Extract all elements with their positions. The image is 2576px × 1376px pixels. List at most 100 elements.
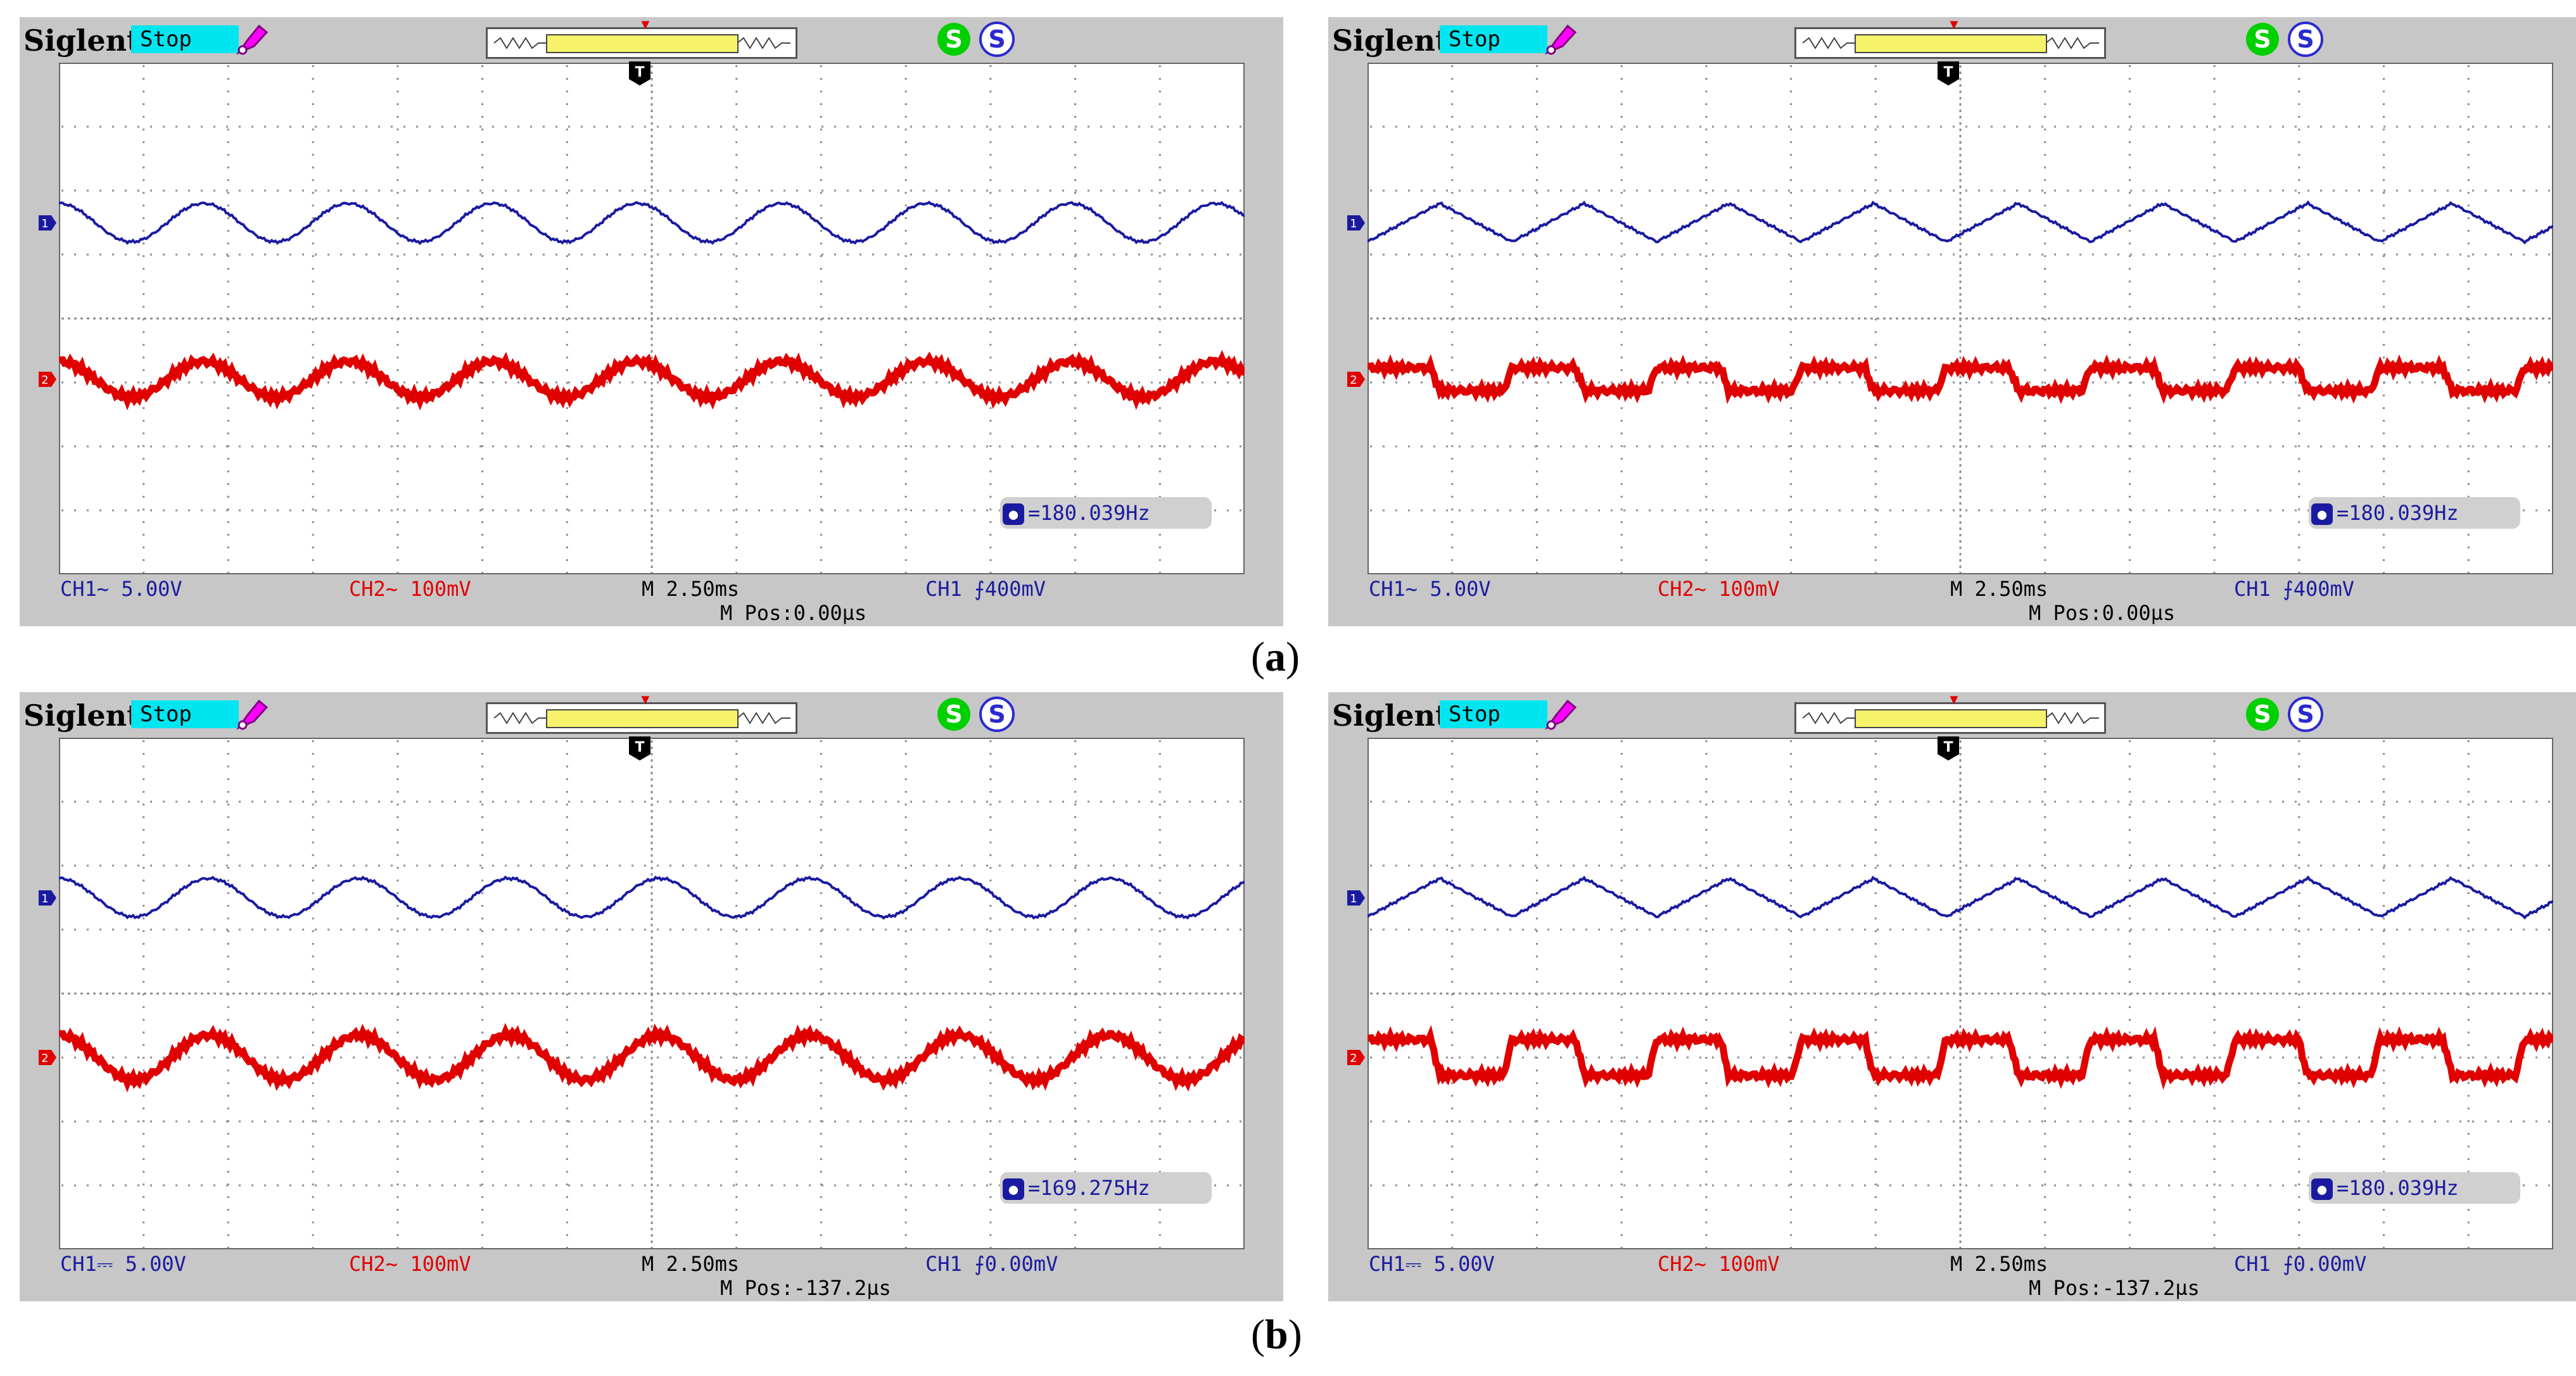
ch1-level-marker-icon: 1 — [39, 215, 56, 230]
svg-text:S: S — [945, 25, 962, 53]
ch1-trace — [59, 201, 1245, 246]
ch1-scale-readout: CH1~ 5.00V — [1369, 577, 1491, 601]
pen-icon — [236, 24, 269, 55]
trigger-time-marker-icon: T — [1938, 736, 1959, 761]
ch1-level-marker-icon: 1 — [1347, 890, 1365, 906]
svg-text:T: T — [1943, 65, 1953, 80]
trigger-time-marker-icon: T — [629, 736, 650, 761]
memory-window — [546, 34, 739, 53]
svg-text:2: 2 — [1350, 374, 1357, 387]
ch1-trace — [59, 875, 1245, 920]
caption-a: (a) — [1251, 634, 1300, 680]
frequency-counter-icon: ● — [1003, 503, 1024, 525]
svg-text:S: S — [988, 25, 1005, 53]
ch2-level-marker-icon: 2 — [1347, 1050, 1365, 1065]
run-state-button[interactable]: Stop — [1440, 700, 1547, 728]
usb-connected-icon: S — [937, 698, 970, 731]
run-state-button[interactable]: Stop — [131, 700, 239, 728]
trigger-position-marker: ▼ — [1947, 691, 1961, 707]
network-icon: S — [2288, 697, 2323, 732]
ch1-scale-readout: CH1⎓ 5.00V — [1369, 1252, 1495, 1276]
ch1-level-marker-icon: 1 — [39, 890, 56, 906]
frequency-readout: ● =180.039Hz — [2309, 497, 2520, 529]
waveform-grid — [59, 63, 1245, 574]
run-state-button[interactable]: Stop — [131, 25, 239, 53]
ch1-trace — [1367, 200, 2553, 245]
ch2-level-marker-icon: 2 — [39, 371, 56, 387]
svg-text:S: S — [2297, 700, 2314, 728]
trigger-time-marker-icon: T — [629, 61, 650, 85]
graticule — [61, 740, 1242, 1249]
svg-text:S: S — [2254, 25, 2271, 53]
graticule — [1370, 740, 2551, 1249]
horizontal-position-readout: M Pos:0.00µs — [720, 601, 867, 625]
graticule-border — [59, 63, 1245, 574]
acquisition-memory-bar: ▼ — [1794, 16, 2106, 59]
trigger-position-marker: ▼ — [638, 691, 652, 707]
run-state-button[interactable]: Stop — [1440, 25, 1547, 53]
usb-connected-icon: S — [2246, 23, 2279, 56]
brand-label: Siglent — [1332, 23, 1449, 58]
usb-connected-icon: S — [2246, 698, 2279, 731]
timebase-readout: M 2.50ms — [642, 577, 740, 601]
pen-icon — [1544, 699, 1577, 730]
ch1-level-marker-icon: 1 — [1347, 215, 1365, 230]
svg-text:S: S — [2254, 700, 2271, 728]
ch2-scale-readout: CH2~ 100mV — [1658, 1252, 1780, 1276]
ch2-level-marker-icon: 2 — [39, 1050, 56, 1065]
pen-icon — [236, 699, 269, 730]
acquisition-memory-bar: ▼ — [1794, 691, 2106, 734]
graticule-border — [1367, 738, 2553, 1249]
ch2-scale-readout: CH2~ 100mV — [349, 577, 471, 601]
timebase-readout: M 2.50ms — [1950, 1252, 2048, 1276]
trigger-position-marker: ▼ — [638, 16, 652, 32]
waveform-memory-icon — [493, 712, 790, 724]
oscilloscope-screen: Siglent Stop ▼ S S T — [20, 16, 1283, 626]
caption-b: (b) — [1251, 1311, 1302, 1358]
oscilloscope-screen: Siglent Stop ▼ S S T — [1328, 691, 2576, 1301]
waveform-memory-icon — [1802, 712, 2099, 724]
ch2-level-marker-icon: 2 — [1347, 371, 1365, 387]
ch2-trace — [1367, 1025, 2553, 1090]
trigger-readout: CH1 ⨍0.00mV — [2234, 1252, 2367, 1276]
brand-label: Siglent — [23, 23, 141, 58]
network-icon: S — [979, 22, 1015, 57]
svg-text:1: 1 — [41, 892, 48, 906]
waveform-grid — [1367, 63, 2553, 574]
ch1-trace — [1367, 875, 2553, 920]
svg-text:S: S — [2297, 25, 2314, 53]
frequency-counter-icon: ● — [1003, 1178, 1024, 1200]
svg-text:2: 2 — [41, 1052, 48, 1065]
memory-window — [1855, 709, 2047, 728]
svg-text:2: 2 — [41, 374, 48, 387]
waveform-grid — [59, 738, 1245, 1249]
acquisition-memory-bar: ▼ — [486, 691, 797, 734]
ch2-trace — [59, 1023, 1245, 1093]
ch2-trace — [1367, 353, 2553, 405]
svg-text:T: T — [635, 740, 644, 755]
trigger-readout: CH1 ⨍0.00mV — [925, 1252, 1058, 1276]
trigger-position-marker: ▼ — [1947, 16, 1961, 32]
network-icon: S — [979, 697, 1015, 732]
horizontal-position-readout: M Pos:-137.2µs — [2029, 1276, 2200, 1300]
frequency-counter-icon: ● — [2311, 1178, 2333, 1200]
ch2-trace — [59, 350, 1245, 411]
brand-label: Siglent — [23, 698, 141, 733]
trigger-readout: CH1 ⨍400mV — [2234, 577, 2355, 601]
frequency-readout: ● =180.039Hz — [1000, 497, 1212, 529]
graticule-border — [59, 738, 1245, 1249]
oscilloscope-screen: Siglent Stop ▼ S S T — [1328, 16, 2576, 626]
timebase-readout: M 2.50ms — [1950, 577, 2048, 601]
frequency-counter-icon: ● — [2311, 503, 2333, 525]
horizontal-position-readout: M Pos:-137.2µs — [720, 1276, 891, 1300]
oscilloscope-screen: Siglent Stop ▼ S S T — [20, 691, 1283, 1301]
trigger-time-marker-icon: T — [1938, 61, 1959, 85]
usb-connected-icon: S — [937, 23, 970, 56]
frequency-readout: ● =180.039Hz — [2309, 1172, 2520, 1204]
waveform-grid — [1367, 738, 2553, 1249]
acquisition-memory-bar: ▼ — [486, 16, 797, 59]
graticule — [1370, 65, 2551, 574]
graticule-border — [1367, 63, 2553, 574]
brand-label: Siglent — [1332, 698, 1449, 733]
svg-text:1: 1 — [1350, 217, 1357, 230]
